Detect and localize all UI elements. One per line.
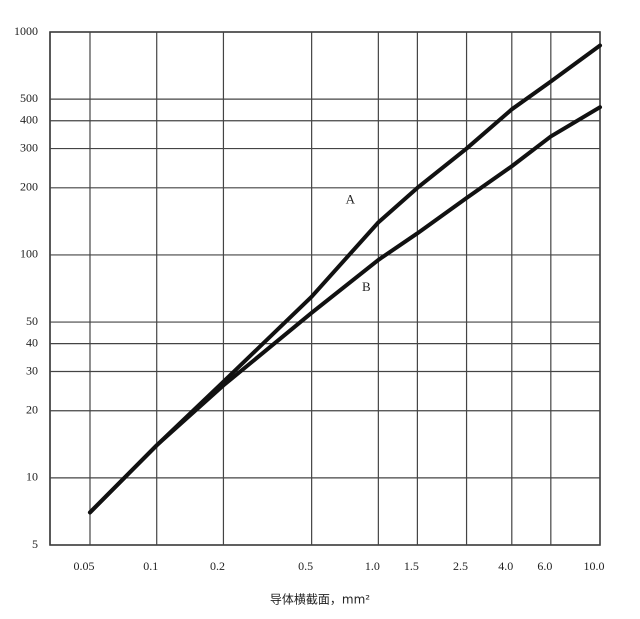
x-tick-label: 0.2 — [210, 559, 225, 573]
x-tick-label: 0.05 — [73, 559, 94, 573]
x-tick-label: 2.5 — [453, 559, 468, 573]
y-tick-label: 10 — [26, 470, 38, 484]
line — [87, 105, 602, 515]
line — [87, 43, 602, 515]
x-tick-label: 4.0 — [498, 559, 513, 573]
y-tick-label: 20 — [26, 403, 38, 417]
y-tick-label: 40 — [26, 335, 38, 349]
x-tick-label: 6.0 — [537, 559, 552, 573]
y-tick-label: 1000 — [14, 24, 38, 38]
x-tick-label: 1.0 — [365, 559, 380, 573]
y-tick-label: 100 — [20, 247, 38, 261]
y-tick-label: 50 — [26, 314, 38, 328]
x-tick-label: 0.5 — [298, 559, 313, 573]
y-tick-label: 300 — [20, 140, 38, 154]
x-tick-label: 10.0 — [584, 559, 605, 573]
series-label: B — [362, 279, 371, 294]
y-tick-label: 500 — [20, 91, 38, 105]
x-axis-label: 导体横截面，mm² — [270, 593, 370, 607]
x-tick-label: 1.5 — [404, 559, 419, 573]
x-tick-label: 0.1 — [143, 559, 158, 573]
y-tick-label: 5 — [32, 537, 38, 551]
y-tick-label: 200 — [20, 180, 38, 194]
series-label: A — [346, 191, 356, 206]
y-tick-label: 400 — [20, 112, 38, 126]
y-tick-label: 30 — [26, 363, 38, 377]
